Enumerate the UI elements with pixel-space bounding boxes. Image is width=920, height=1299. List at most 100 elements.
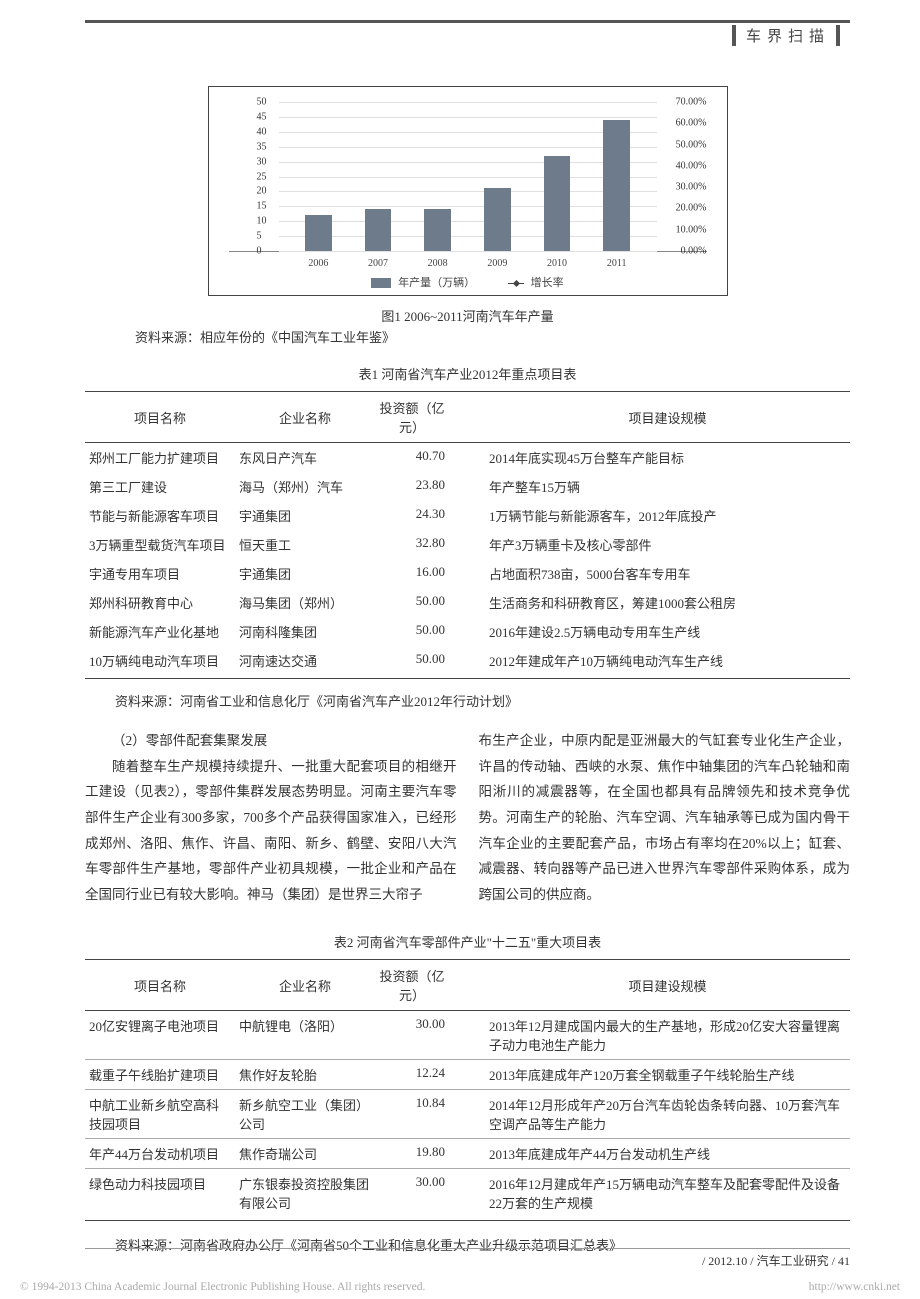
bars-group: 200620072008200920102011 (289, 102, 647, 251)
page-header: 车界扫描 (85, 20, 850, 46)
table1-cell: 3万辆重型载货汽车项目 (85, 530, 235, 559)
table-row: 载重子午线胎扩建项目焦作好友轮胎12.242013年底建成年产120万套全钢载重… (85, 1060, 850, 1090)
table1-cell: 40.70 (375, 443, 485, 473)
figure1-caption: 图1 2006~2011河南汽车年产量 (85, 306, 850, 325)
bar (424, 209, 451, 251)
table1-cell: 50.00 (375, 588, 485, 617)
y-right-tick: 30.00% (676, 182, 707, 193)
legend-line: 增长率 (508, 274, 564, 290)
x-tick-label: 2006 (308, 258, 328, 269)
table1-cell: 海马（郑州）汽车 (235, 472, 375, 501)
footer-journal: 汽车工业研究 (757, 1254, 829, 1268)
table-row: 中航工业新乡航空高科技园项目新乡航空工业（集团）公司10.842014年12月形… (85, 1090, 850, 1139)
footer-issue: 2012.10 (708, 1254, 747, 1268)
left-paragraph: 随着整车生产规模持续提升、一批重大配套项目的相继开工建设（见表2），零部件集群发… (85, 754, 457, 908)
right-paragraph: 布生产企业，中原内配是亚洲最大的气缸套专业化生产企业，许昌的传动轴、西峡的水泵、… (479, 728, 851, 907)
table1-cell: 恒天重工 (235, 530, 375, 559)
table1-col-header: 项目建设规模 (485, 392, 850, 443)
bar (365, 209, 392, 251)
table2-cell: 30.00 (375, 1169, 485, 1221)
table-row: 节能与新能源客车项目宇通集团24.301万辆节能与新能源客车，2012年底投产 (85, 501, 850, 530)
table2-cell: 焦作好友轮胎 (235, 1060, 375, 1090)
table1-cell: 河南速达交通 (235, 646, 375, 679)
y-left-tick: 0 (257, 246, 262, 257)
chart-legend: 年产量（万辆） 增长率 (229, 274, 707, 290)
table2-cell: 2016年12月建成年产15万辆电动汽车整车及配套零配件及设备22万套的生产规模 (485, 1169, 850, 1221)
table-row: 第三工厂建设海马（郑州）汽车23.80年产整车15万辆 (85, 472, 850, 501)
left-column: （2）零部件配套集聚发展 随着整车生产规模持续提升、一批重大配套项目的相继开工建… (85, 728, 457, 907)
table1-cell: 2014年底实现45万台整车产能目标 (485, 443, 850, 473)
section-header: 车界扫描 (732, 25, 840, 46)
y-right-tick: 0.00% (681, 246, 707, 257)
bar (544, 156, 571, 251)
right-column: 布生产企业，中原内配是亚洲最大的气缸套专业化生产企业，许昌的传动轴、西峡的水泵、… (479, 728, 851, 907)
y-left-tick: 40 (257, 126, 267, 137)
table1-cell: 宇通集团 (235, 501, 375, 530)
y-right-tick: 10.00% (676, 224, 707, 235)
body-two-column: （2）零部件配套集聚发展 随着整车生产规模持续提升、一批重大配套项目的相继开工建… (85, 728, 850, 907)
y-left-tick: 15 (257, 201, 267, 212)
x-tick-label: 2011 (607, 258, 627, 269)
table1-cell: 河南科隆集团 (235, 617, 375, 646)
table-row: 20亿安锂离子电池项目中航锂电（洛阳）30.002013年12月建成国内最大的生… (85, 1011, 850, 1060)
x-tick-label: 2010 (547, 258, 567, 269)
table2-cell: 2013年12月建成国内最大的生产基地，形成20亿安大容量锂离子动力电池生产能力 (485, 1011, 850, 1060)
table1-cell: 10万辆纯电动汽车项目 (85, 646, 235, 679)
table1-cell: 郑州工厂能力扩建项目 (85, 443, 235, 473)
table1-title: 表1 河南省汽车产业2012年重点项目表 (85, 364, 850, 383)
table2-col-header: 项目名称 (85, 960, 235, 1011)
x-tick-label: 2007 (368, 258, 388, 269)
chart-plot-area: 051015202530354045500.00%10.00%20.00%30.… (229, 102, 707, 252)
table1-cell: 宇通专用车项目 (85, 559, 235, 588)
table1-cell: 2012年建成年产10万辆纯电动汽车生产线 (485, 646, 850, 679)
x-tick-label: 2009 (487, 258, 507, 269)
table1-cell: 占地面积738亩，5000台客车专用车 (485, 559, 850, 588)
table2-col-header: 投资额（亿元） (375, 960, 485, 1011)
table2-cell: 30.00 (375, 1011, 485, 1060)
table2-header-row: 项目名称企业名称投资额（亿元）项目建设规模 (85, 960, 850, 1011)
table1-col-header: 项目名称 (85, 392, 235, 443)
table-row: 年产44万台发动机项目焦作奇瑞公司19.802013年底建成年产44万台发动机生… (85, 1139, 850, 1169)
table2-col-header: 企业名称 (235, 960, 375, 1011)
table2-cell: 2013年底建成年产120万套全钢载重子午线轮胎生产线 (485, 1060, 850, 1090)
table1-source: 资料来源：河南省工业和信息化厅《河南省汽车产业2012年行动计划》 (115, 691, 850, 710)
page: 车界扫描 051015202530354045500.00%10.00%20.0… (0, 0, 920, 1299)
table1-cell: 年产整车15万辆 (485, 472, 850, 501)
table1-cell: 第三工厂建设 (85, 472, 235, 501)
table1-cell: 16.00 (375, 559, 485, 588)
bar (484, 188, 511, 251)
table2-cell: 绿色动力科技园项目 (85, 1169, 235, 1221)
table2: 项目名称企业名称投资额（亿元）项目建设规模 20亿安锂离子电池项目中航锂电（洛阳… (85, 959, 850, 1221)
table-row: 宇通专用车项目宇通集团16.00占地面积738亩，5000台客车专用车 (85, 559, 850, 588)
line-marker-icon (508, 283, 524, 284)
table1-cell: 32.80 (375, 530, 485, 559)
page-footer: / 2012.10 / 汽车工业研究 / 41 (702, 1252, 850, 1269)
table1-cell: 24.30 (375, 501, 485, 530)
bar (305, 215, 332, 251)
table2-cell: 新乡航空工业（集团）公司 (235, 1090, 375, 1139)
table2-cell: 载重子午线胎扩建项目 (85, 1060, 235, 1090)
y-left-tick: 45 (257, 111, 267, 122)
table1-cell: 生活商务和科研教育区，筹建1000套公租房 (485, 588, 850, 617)
y-left-tick: 5 (257, 231, 262, 242)
table1-cell: 2016年建设2.5万辆电动专用车生产线 (485, 617, 850, 646)
table-row: 新能源汽车产业化基地河南科隆集团50.002016年建设2.5万辆电动专用车生产… (85, 617, 850, 646)
legend-line-label: 增长率 (531, 277, 564, 289)
y-left-tick: 30 (257, 156, 267, 167)
legend-bar: 年产量（万辆） (371, 274, 475, 290)
table1-cell: 节能与新能源客车项目 (85, 501, 235, 530)
table-row: 郑州科研教育中心海马集团（郑州）50.00生活商务和科研教育区，筹建1000套公… (85, 588, 850, 617)
table-row: 绿色动力科技园项目广东银泰投资控股集团有限公司30.002016年12月建成年产… (85, 1169, 850, 1221)
table1-header-row: 项目名称企业名称投资额（亿元）项目建设规模 (85, 392, 850, 443)
table1-cell: 海马集团（郑州） (235, 588, 375, 617)
table2-col-header: 项目建设规模 (485, 960, 850, 1011)
table1-cell: 年产3万辆重卡及核心零部件 (485, 530, 850, 559)
y-left-tick: 35 (257, 141, 267, 152)
table2-cell: 10.84 (375, 1090, 485, 1139)
y-right-tick: 50.00% (676, 139, 707, 150)
table2-cell: 中航锂电（洛阳） (235, 1011, 375, 1060)
table2-cell: 广东银泰投资控股集团有限公司 (235, 1169, 375, 1221)
table2-cell: 2013年底建成年产44万台发动机生产线 (485, 1139, 850, 1169)
table2-cell: 12.24 (375, 1060, 485, 1090)
footer-rule (85, 1248, 850, 1249)
